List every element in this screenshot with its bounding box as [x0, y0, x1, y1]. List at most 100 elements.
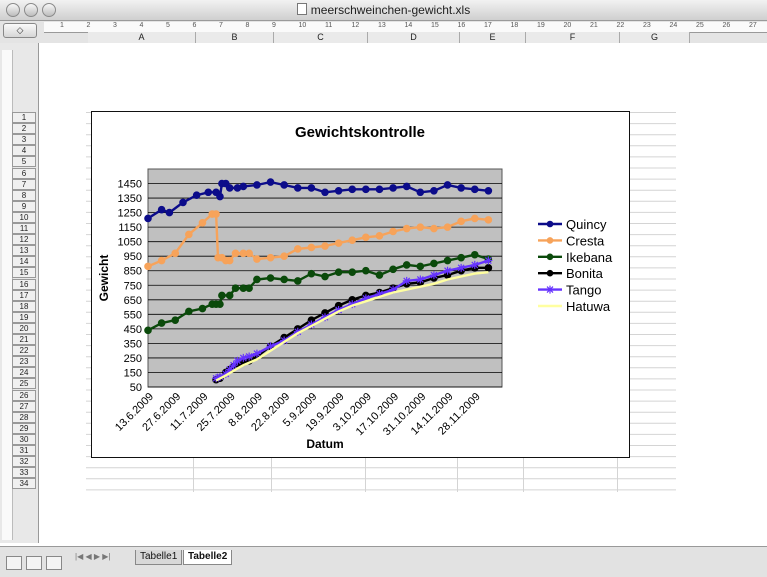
- row-header[interactable]: 9: [12, 200, 36, 212]
- row-header[interactable]: 8: [12, 189, 36, 201]
- row-header[interactable]: 3: [12, 134, 36, 146]
- row-header[interactable]: 26: [12, 389, 36, 401]
- row-header[interactable]: 15: [12, 267, 36, 279]
- series-tango: [212, 256, 493, 383]
- data-point-star: [229, 361, 238, 370]
- toolbar-toggle-button[interactable]: ◇: [3, 23, 37, 38]
- ruler-mark: 16: [457, 22, 466, 29]
- minimize-window-button[interactable]: [24, 3, 38, 17]
- data-point: [375, 271, 384, 279]
- row-header[interactable]: 34: [12, 478, 36, 490]
- row-header[interactable]: 19: [12, 311, 36, 323]
- row-header[interactable]: 18: [12, 300, 36, 312]
- row-header[interactable]: 4: [12, 145, 36, 157]
- ruler-mark: 8: [245, 22, 250, 29]
- data-point: [239, 182, 248, 191]
- data-point: [443, 223, 452, 231]
- ruler-mark: 24: [669, 22, 678, 29]
- row-header[interactable]: 2: [12, 123, 36, 135]
- data-point: [416, 188, 425, 197]
- sheet-navigation-arrows[interactable]: |◀ ◀ ▶ ▶|: [75, 552, 111, 561]
- normal-view-button[interactable]: [6, 556, 22, 570]
- y-tick-label: 850: [124, 266, 142, 278]
- column-header[interactable]: G: [620, 32, 690, 43]
- zoom-window-button[interactable]: [42, 3, 56, 17]
- data-point-star: [361, 294, 370, 303]
- data-point: [362, 233, 370, 242]
- data-point: [348, 268, 357, 276]
- data-point: [484, 264, 493, 272]
- row-header[interactable]: 1: [12, 112, 36, 123]
- y-tick-label: 150: [124, 367, 142, 379]
- row-header[interactable]: 6: [12, 167, 36, 179]
- ruler-mark: 10: [298, 22, 307, 29]
- data-point: [416, 223, 425, 231]
- row-header[interactable]: 24: [12, 367, 36, 379]
- ruler-mark: 13: [378, 22, 386, 29]
- column-header[interactable]: B: [196, 32, 274, 43]
- data-point: [171, 316, 180, 324]
- row-header[interactable]: 25: [12, 378, 36, 390]
- sheet-tab-tabelle1[interactable]: Tabelle1: [135, 550, 183, 565]
- sheet-tab-tabelle2[interactable]: Tabelle2: [183, 550, 233, 565]
- row-header[interactable]: 20: [12, 322, 36, 334]
- row-header[interactable]: 23: [12, 356, 36, 368]
- data-point-star: [443, 266, 452, 275]
- column-header[interactable]: E: [460, 32, 526, 43]
- ruler-mark: 4: [139, 22, 144, 29]
- data-point: [266, 253, 275, 262]
- data-point: [484, 216, 493, 224]
- row-header[interactable]: 29: [12, 422, 36, 434]
- column-header[interactable]: D: [368, 32, 460, 43]
- row-header[interactable]: 10: [12, 211, 36, 223]
- data-point: [457, 184, 465, 192]
- y-tick-label: 950: [124, 251, 142, 263]
- series-hatuwa: [215, 271, 489, 382]
- row-header[interactable]: 13: [12, 245, 36, 257]
- row-header[interactable]: 12: [12, 234, 36, 246]
- row-header[interactable]: 16: [12, 278, 36, 290]
- ruler-mark: 18: [510, 22, 519, 29]
- row-header[interactable]: 14: [12, 256, 36, 268]
- row-header[interactable]: 22: [12, 345, 36, 357]
- row-header[interactable]: 27: [12, 400, 36, 412]
- page-layout-view-button[interactable]: [26, 556, 42, 570]
- data-point-star: [221, 369, 230, 378]
- row-header[interactable]: 11: [12, 223, 36, 234]
- chart-object[interactable]: Gewichtskontrolle 50 150 250 350 450 550 650 750…: [91, 111, 630, 458]
- document-icon: [296, 3, 307, 15]
- data-point: [253, 255, 261, 263]
- row-header[interactable]: 33: [12, 467, 36, 479]
- row-header[interactable]: 5: [12, 156, 36, 168]
- row-header[interactable]: 32: [12, 456, 36, 468]
- row-header[interactable]: 21: [12, 334, 36, 345]
- row-header[interactable]: 31: [12, 445, 36, 456]
- ruler-mark: 20: [563, 22, 572, 29]
- data-point: [362, 266, 370, 275]
- page-break-view-button[interactable]: [46, 556, 62, 570]
- data-point: [293, 184, 302, 192]
- ruler-mark: 23: [643, 22, 651, 29]
- data-point-star: [470, 260, 479, 269]
- legend-label: Cresta: [566, 233, 605, 248]
- data-point-star: [266, 342, 275, 351]
- data-point-star: [293, 327, 302, 336]
- column-header[interactable]: F: [526, 32, 620, 43]
- data-point: [457, 253, 465, 262]
- data-point: [198, 218, 207, 227]
- row-header[interactable]: 30: [12, 433, 36, 445]
- data-point: [185, 307, 193, 316]
- y-tick-label: 250: [124, 353, 142, 365]
- data-point: [389, 265, 397, 274]
- column-header[interactable]: C: [274, 32, 368, 43]
- data-point: [293, 277, 302, 285]
- row-header[interactable]: 28: [12, 411, 36, 423]
- column-header[interactable]: A: [88, 32, 196, 43]
- y-tick-label: 50: [130, 382, 142, 394]
- close-window-button[interactable]: [6, 3, 20, 17]
- data-point: [253, 181, 261, 189]
- series-quincy: [144, 178, 493, 223]
- row-header[interactable]: 17: [12, 289, 36, 301]
- data-point: [225, 291, 234, 300]
- row-header[interactable]: 7: [12, 178, 36, 190]
